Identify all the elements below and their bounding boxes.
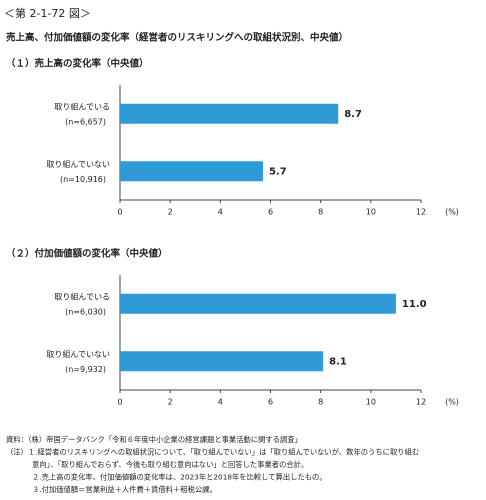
figure-title: 売上高、付加価値額の変化率（経営者のリスキリングへの取組状況別、中央値） <box>6 32 348 44</box>
note-line: 資料：（株）帝国データバンク「令和６年度中小企業の経営課題と事業活動に関する調査… <box>6 435 302 444</box>
value-label: 8.1 <box>329 356 347 367</box>
x-tick-label: 10 <box>366 208 376 217</box>
value-label: 11.0 <box>402 299 427 310</box>
x-unit: (%) <box>445 398 459 407</box>
category-label: 取り組んでいない <box>46 159 110 169</box>
x-tick-label: 4 <box>218 208 223 217</box>
x-tick-label: 12 <box>416 398 426 407</box>
bar <box>120 161 263 182</box>
note-line: 意向」、「取り組んでおらず、今後も取り組む意向はない」と回答した事業者の合計。 <box>32 460 308 469</box>
bar <box>120 351 324 372</box>
sample-size: (n=6,657) <box>65 117 106 126</box>
category-label: 取り組んでいる <box>54 101 110 111</box>
category-label: 取り組んでいる <box>54 291 110 301</box>
note-line: （注）１.経営者のリスキリングへの取組状況について、「取り組んでいない」は「取り… <box>6 448 419 457</box>
sample-size: (n=6,030) <box>65 307 106 316</box>
x-tick-label: 6 <box>268 208 273 217</box>
chart-title: （２）付加価値額の変化率（中央値） <box>6 248 168 260</box>
x-tick-label: 2 <box>168 208 173 217</box>
x-tick-label: 0 <box>117 208 122 217</box>
value-label: 8.7 <box>344 109 362 120</box>
category-label: 取り組んでいない <box>46 349 110 359</box>
x-tick-label: 6 <box>268 398 273 407</box>
x-unit: (%) <box>445 208 459 217</box>
x-tick-label: 12 <box>416 208 426 217</box>
x-tick-label: 4 <box>218 398 223 407</box>
x-tick-label: 8 <box>318 398 323 407</box>
x-tick-label: 2 <box>168 398 173 407</box>
x-tick-label: 0 <box>117 398 122 407</box>
value-label: 5.7 <box>269 166 287 177</box>
note-line: ３.付加価値額＝営業利益＋人件費＋賃借料＋租税公課。 <box>32 485 217 494</box>
note-line: ２.売上高の変化率、付加価値額の変化率は、2023年と2018年を比較して算出し… <box>32 473 327 482</box>
bar <box>120 103 339 124</box>
x-tick-label: 10 <box>366 398 376 407</box>
bar <box>120 293 396 314</box>
chart-title: （１）売上高の変化率（中央値） <box>6 58 149 70</box>
sample-size: (n=10,916) <box>60 175 106 184</box>
x-tick-label: 8 <box>318 208 323 217</box>
figure-label: ＜第 2-1-72 図＞ <box>4 6 91 20</box>
sample-size: (n=9,932) <box>65 365 106 374</box>
